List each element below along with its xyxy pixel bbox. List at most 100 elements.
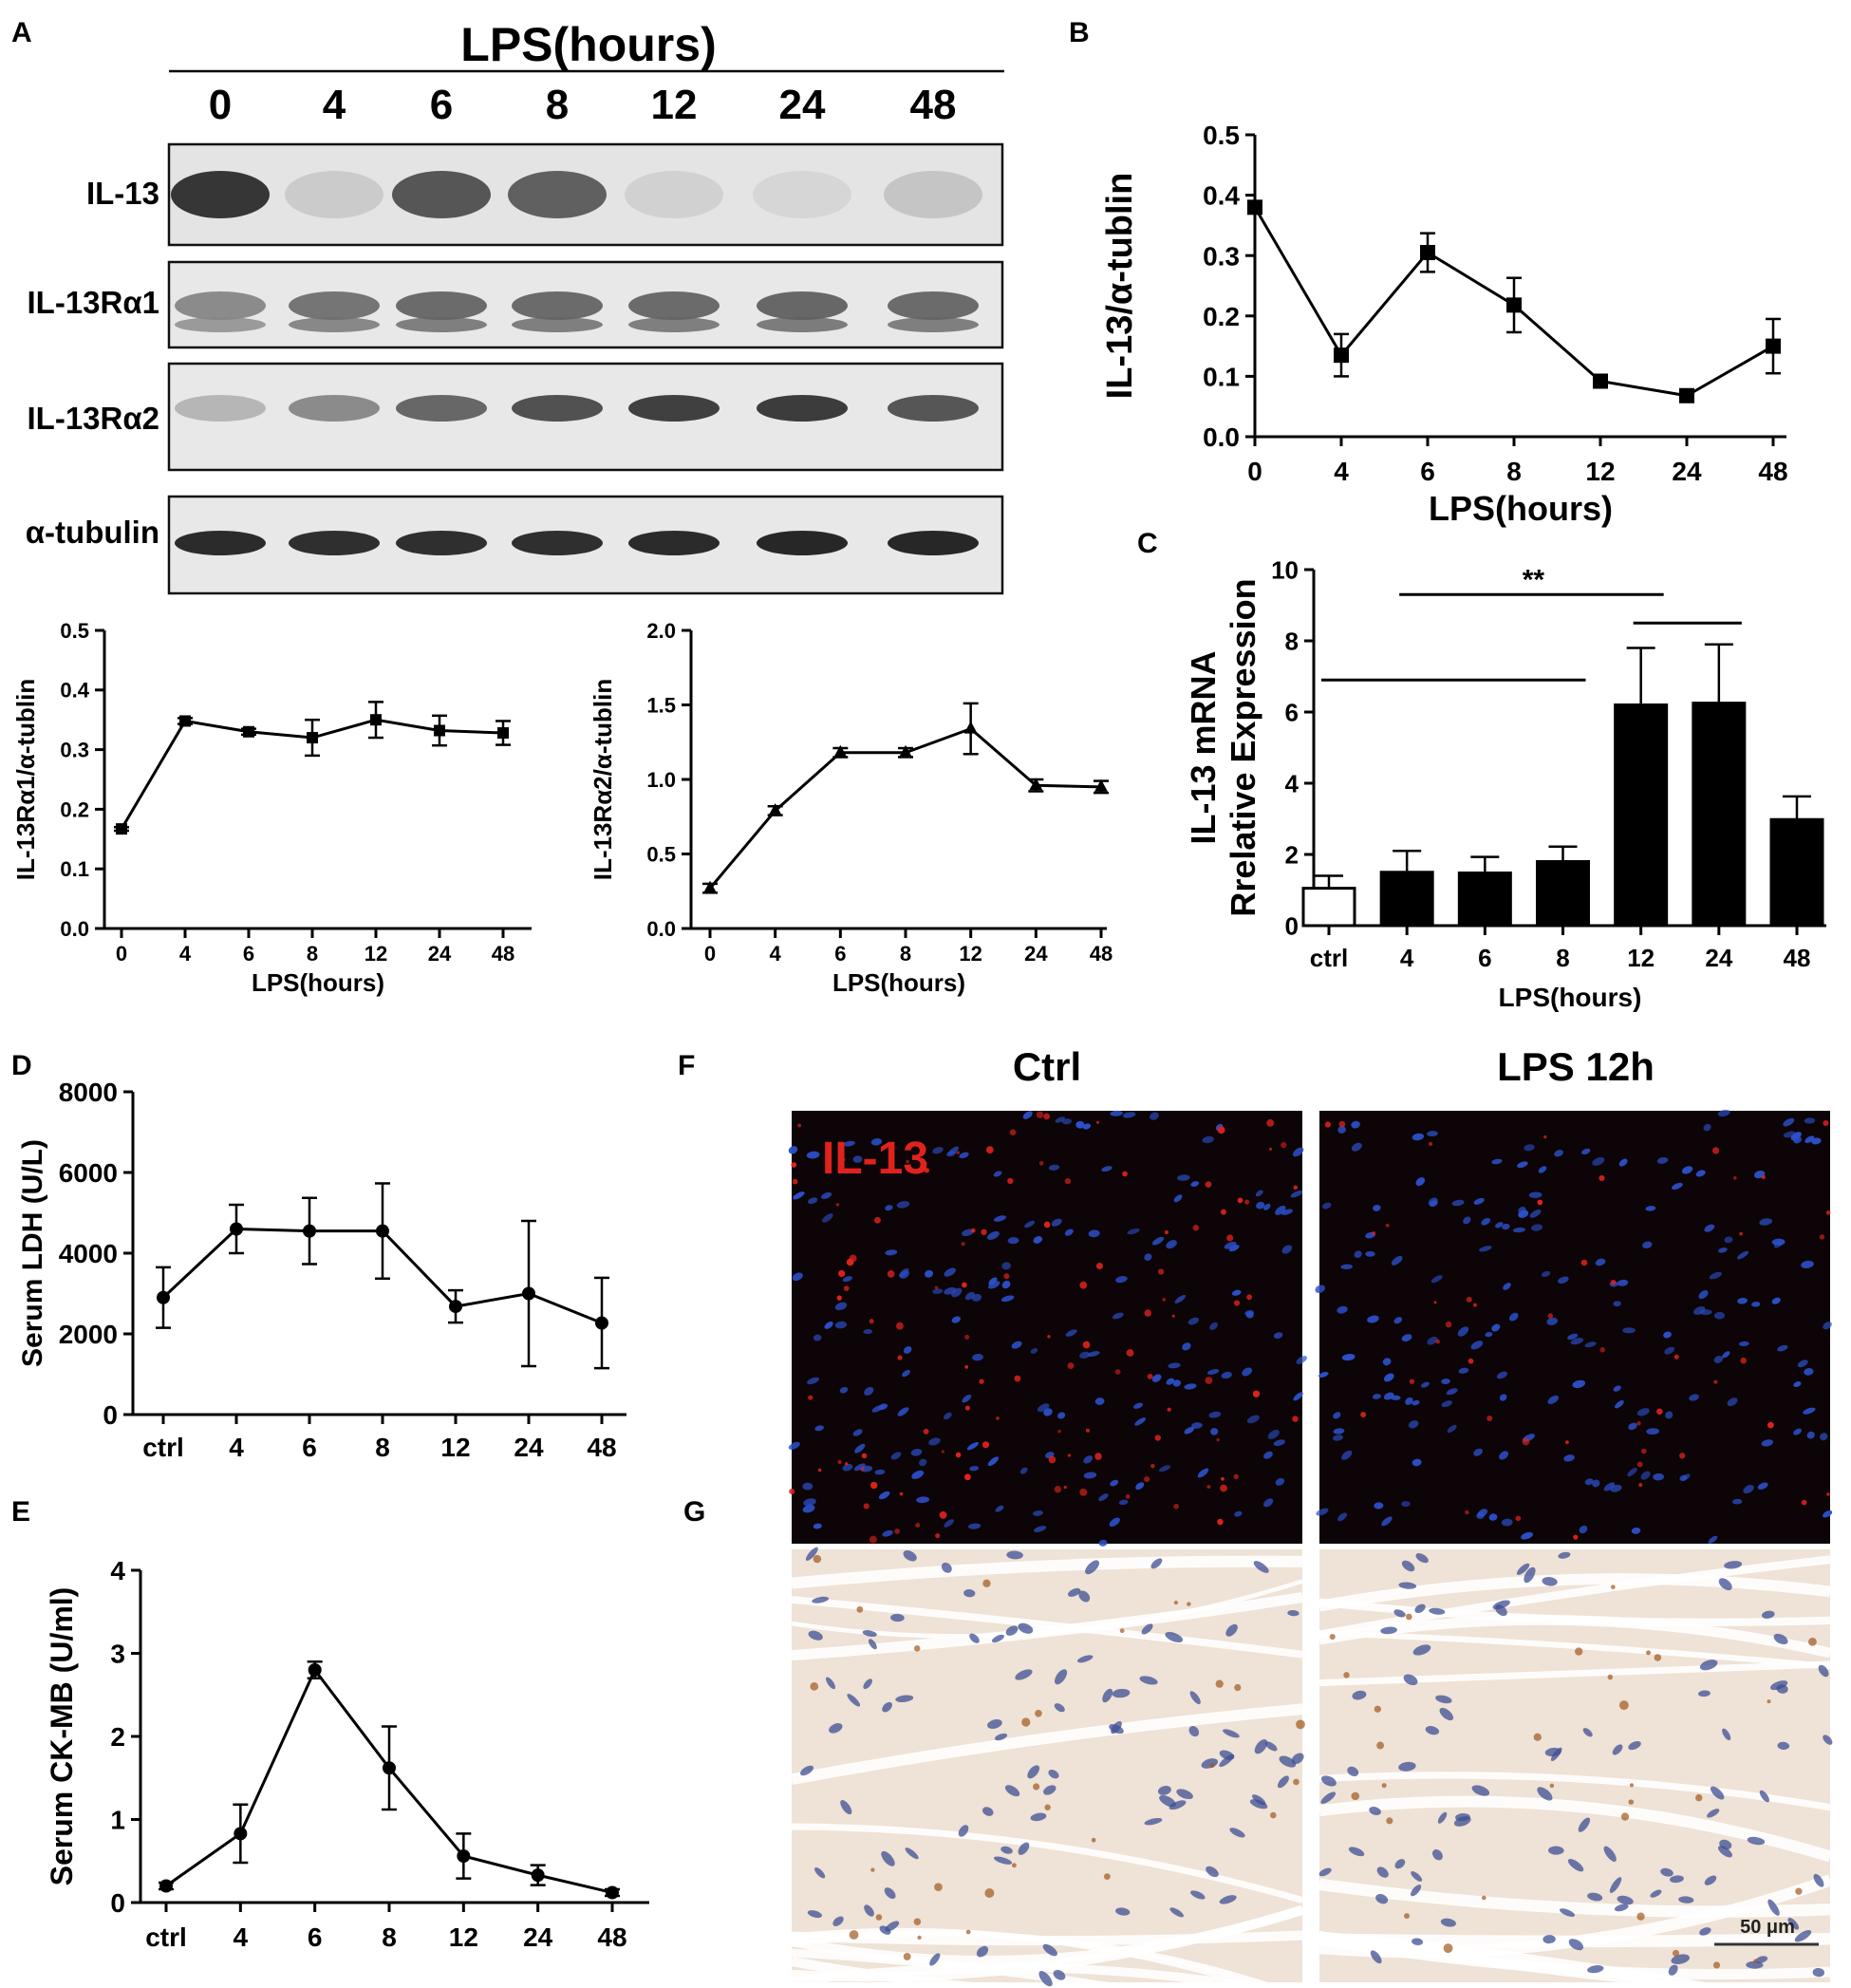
nucleus — [902, 1370, 910, 1378]
il13-signal — [1036, 1111, 1044, 1118]
nucleus — [1102, 1688, 1113, 1703]
nucleus — [1646, 1428, 1660, 1435]
nucleus — [874, 1469, 886, 1475]
blot-band — [289, 395, 380, 422]
il13-signal — [1095, 1262, 1104, 1270]
blot-lane-labels: 0 4 6 8 12 24 48 — [209, 82, 957, 128]
nucleus — [1403, 1674, 1418, 1686]
nucleus — [1770, 1680, 1788, 1691]
nucleus — [1169, 1800, 1187, 1810]
tissue-gap — [791, 1823, 1303, 1904]
nucleus — [1627, 1467, 1637, 1477]
ihc-stain — [1753, 1959, 1758, 1964]
nucleus — [1473, 1448, 1484, 1456]
nucleus — [1085, 1560, 1099, 1575]
nucleus — [1293, 1392, 1303, 1401]
x-tick-label: 24 — [1024, 942, 1048, 966]
il13-signal — [894, 1529, 901, 1534]
il13-signal — [1082, 1341, 1091, 1349]
nucleus — [1401, 1560, 1415, 1572]
nucleus — [1698, 1290, 1709, 1300]
nucleus — [878, 1491, 890, 1500]
fluorescence-background — [1319, 1111, 1830, 1544]
nucleus — [972, 1353, 983, 1361]
nucleus — [885, 1249, 898, 1256]
nucleus — [1173, 1194, 1183, 1203]
ihc-micrograph-ctrl — [790, 1547, 1305, 1988]
ihc-stain — [1209, 1762, 1215, 1768]
nucleus — [1318, 1372, 1329, 1378]
il13-signal — [1125, 1494, 1131, 1499]
nucleus — [1560, 1908, 1576, 1917]
il13-signal — [961, 1242, 965, 1247]
nucleus — [962, 1395, 972, 1403]
il13-signal — [1599, 1174, 1605, 1182]
data-point — [531, 1868, 545, 1883]
nucleus — [1613, 1385, 1621, 1392]
nucleus — [1479, 1246, 1492, 1252]
blot-band — [289, 531, 380, 555]
nucleus — [1595, 1258, 1606, 1266]
nucleus — [1481, 1217, 1491, 1226]
column-title-ctrl: Ctrl — [1013, 1044, 1081, 1089]
nucleus — [1495, 1604, 1507, 1617]
nucleus — [1076, 1655, 1094, 1663]
nucleus — [1001, 1262, 1012, 1270]
nucleus — [1263, 1203, 1271, 1210]
nucleus — [1177, 1174, 1190, 1181]
ihc-stain — [1404, 1913, 1410, 1920]
nucleus — [1747, 1836, 1766, 1846]
x-tick-label: 4 — [770, 942, 782, 966]
nucleus — [1592, 1479, 1600, 1488]
il13-signal — [1009, 1129, 1017, 1135]
data-point — [308, 1663, 322, 1677]
nucleus — [1374, 1502, 1384, 1510]
il13-signal — [1114, 1369, 1121, 1375]
nucleus — [1159, 1795, 1176, 1808]
nucleus — [1447, 1424, 1457, 1434]
y-tick-label: 0.5 — [60, 619, 89, 643]
nucleus — [1656, 1156, 1669, 1164]
x-tick-label: 6 — [1420, 457, 1435, 486]
nucleus — [1043, 1408, 1053, 1416]
il13-signal — [1243, 1199, 1250, 1205]
ihc-stain — [984, 1888, 995, 1898]
nucleus — [1290, 1191, 1303, 1198]
nucleus — [1320, 1791, 1337, 1804]
il13-signal — [923, 1428, 929, 1435]
nucleus — [1609, 1877, 1622, 1893]
il13-signal — [1269, 1147, 1273, 1151]
nucleus — [1351, 1142, 1362, 1152]
x-tick-label: 0 — [704, 942, 716, 966]
il13-signal — [1063, 1485, 1067, 1490]
nucleus — [1337, 1126, 1347, 1134]
blot-lane-label: 12 — [651, 82, 698, 128]
nucleus — [1369, 1806, 1381, 1815]
data-point — [1679, 387, 1694, 403]
blot-band — [396, 395, 487, 422]
nucleus — [882, 1701, 892, 1713]
il13-signal — [1206, 1485, 1211, 1489]
nucleus — [1642, 1241, 1653, 1249]
il13-signal — [1047, 1335, 1051, 1339]
nucleus — [1794, 1930, 1812, 1942]
x-tick-label: 8 — [307, 942, 318, 966]
ihc-stain — [934, 1883, 943, 1892]
il13-signal — [1486, 1416, 1493, 1422]
nucleus — [1669, 1875, 1684, 1884]
blot-row-label: α-tubulin — [26, 515, 159, 550]
nucleus — [1249, 1799, 1268, 1810]
nucleus — [1383, 1392, 1394, 1400]
nucleus — [1088, 1229, 1100, 1238]
column-title-lps12h: LPS 12h — [1497, 1044, 1655, 1089]
il13-signal — [1537, 1199, 1543, 1206]
data-point — [376, 1224, 389, 1238]
nucleus — [1202, 1135, 1214, 1144]
nucleus — [1134, 1417, 1147, 1426]
nucleus — [1373, 1205, 1381, 1211]
il13-signal — [1739, 1231, 1743, 1236]
il13-signal — [1043, 1221, 1051, 1228]
nucleus — [1668, 1964, 1678, 1976]
nucleus — [1567, 1859, 1584, 1872]
nucleus — [1737, 1297, 1748, 1304]
